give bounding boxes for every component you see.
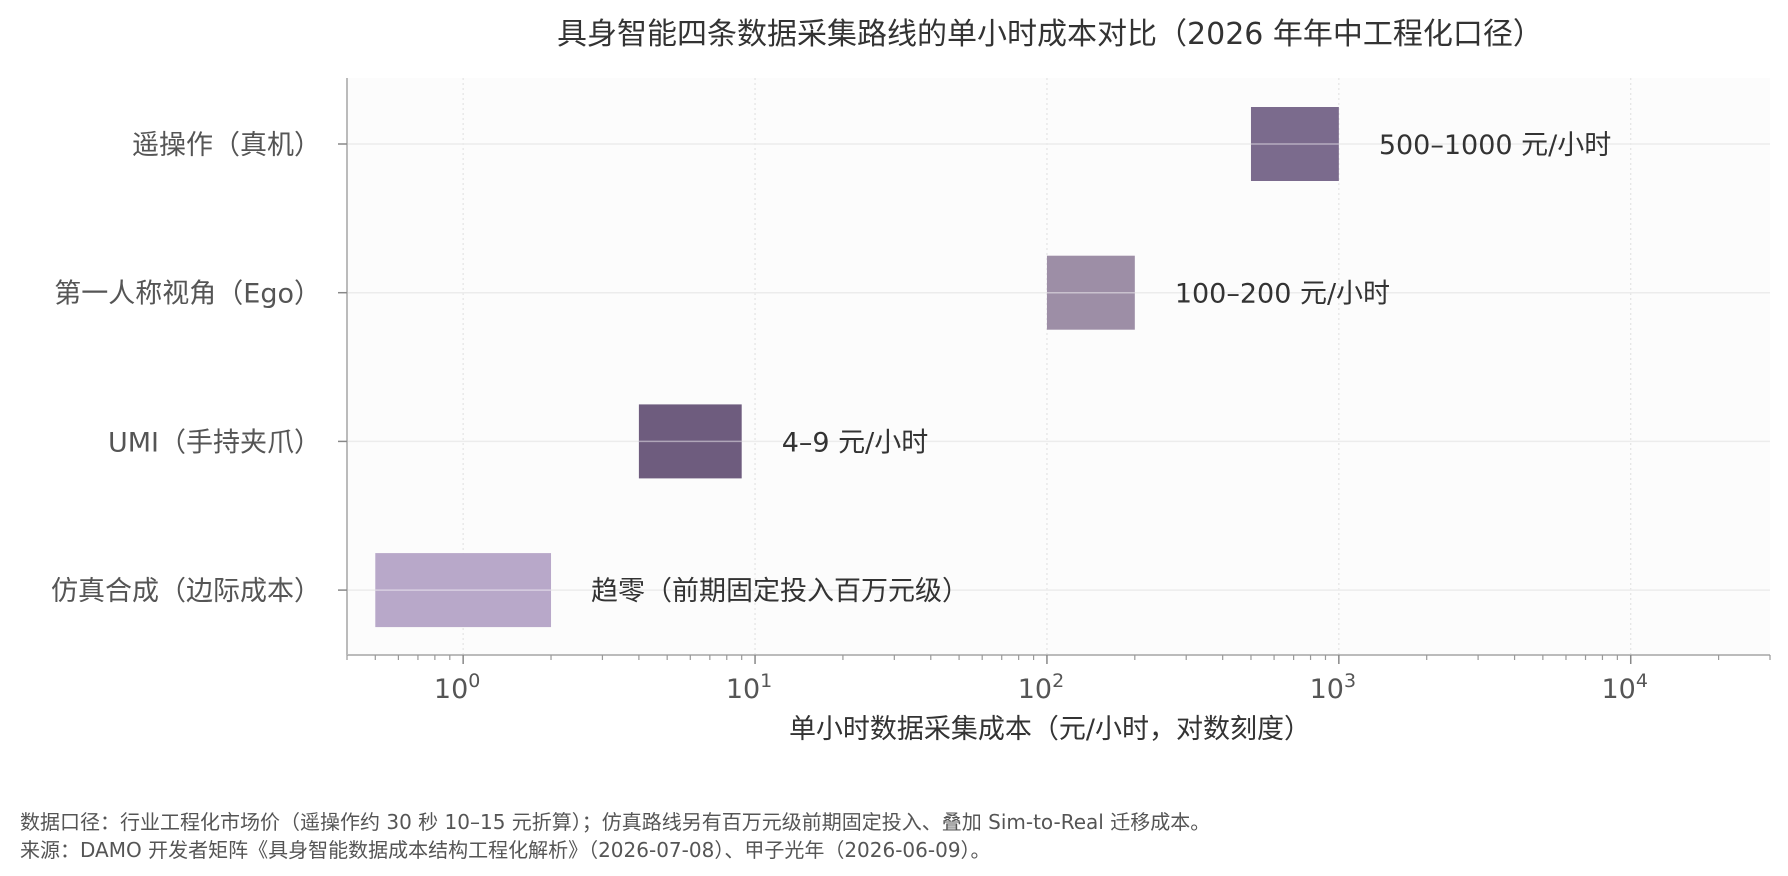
x-tick-label: 103: [1310, 670, 1356, 705]
range-bar: [1046, 255, 1135, 330]
data-label: 100–200 元/小时: [1175, 279, 1390, 310]
footnote-scope: 数据口径：行业工程化市场价（遥操作约 30 秒 10–15 元折算）；仿真路线另…: [20, 810, 1211, 834]
y-axis-labels: 遥操作（真机） 第一人称视角（Ego） UMI（手持夹爪） 仿真合成（边际成本）: [51, 130, 321, 607]
x-axis-ticks: 100 101 102 103 104: [434, 670, 1648, 705]
x-axis-label: 单小时数据采集成本（元/小时，对数刻度）: [789, 714, 1311, 745]
range-bar: [638, 404, 742, 479]
plot-background: [347, 78, 1770, 655]
y-axis-label: 仿真合成（边际成本）: [51, 576, 321, 607]
chart-title: 具身智能四条数据采集路线的单小时成本对比（2026 年年中工程化口径）: [557, 17, 1543, 52]
axes: [338, 78, 1771, 664]
grid: [347, 78, 1770, 655]
y-axis-label: 第一人称视角（Ego）: [54, 279, 321, 310]
data-label: 趋零（前期固定投入百万元级）: [591, 576, 969, 607]
data-label: 4–9 元/小时: [782, 427, 929, 458]
data-labels: 500–1000 元/小时 100–200 元/小时 4–9 元/小时趋零（前期固定…: [591, 130, 1611, 607]
x-tick-label: 102: [1018, 670, 1064, 705]
range-bar: [1250, 107, 1339, 181]
footnote-source: 来源：DAMO 开发者矩阵《具身智能数据成本结构工程化解析》（2026-07-0…: [20, 838, 991, 862]
x-tick-label: 100: [434, 670, 480, 705]
range-bar: [375, 553, 552, 628]
y-axis-label: 遥操作（真机）: [132, 130, 321, 161]
data-label: 500–1000 元/小时: [1379, 130, 1611, 161]
y-axis-label: UMI（手持夹爪）: [108, 427, 321, 458]
x-tick-label: 104: [1602, 670, 1648, 705]
bars: [375, 107, 1339, 628]
x-tick-label: 101: [726, 670, 772, 705]
